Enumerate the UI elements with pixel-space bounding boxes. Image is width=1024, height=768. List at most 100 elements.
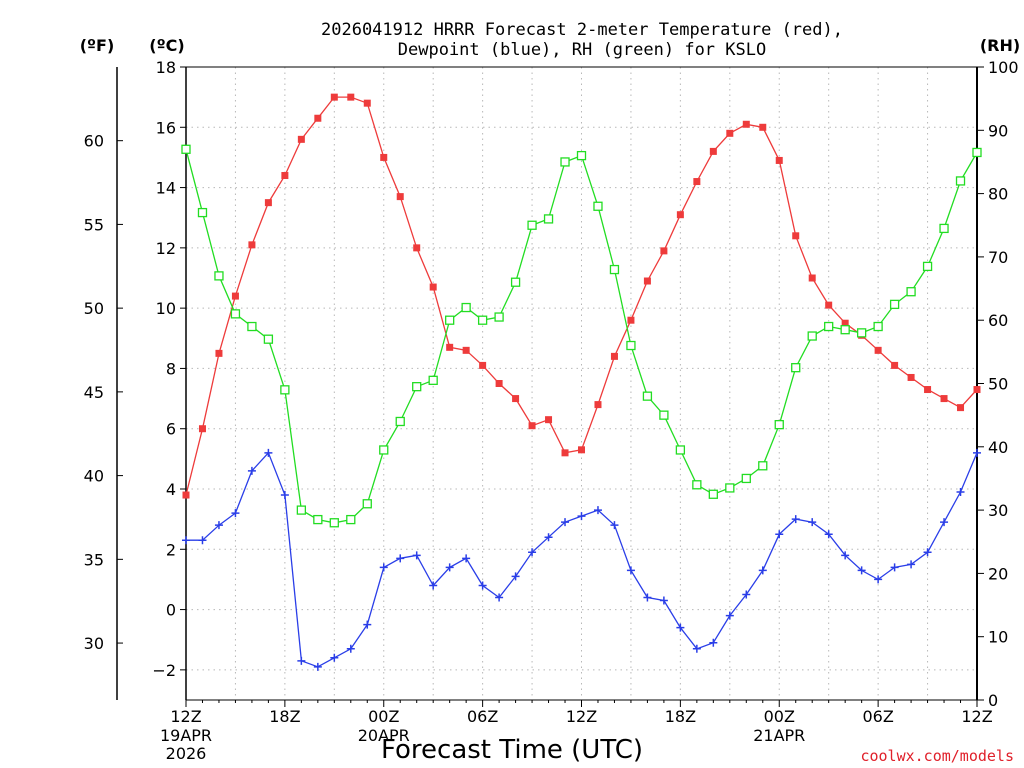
rh-point xyxy=(395,416,405,427)
dewpoint-point xyxy=(758,566,767,575)
rh-point xyxy=(477,315,488,325)
temperature-point xyxy=(264,199,272,207)
rh-point xyxy=(626,340,636,351)
rh-point xyxy=(296,505,307,515)
dewpoint-point xyxy=(214,521,223,530)
dewpoint-point xyxy=(247,466,256,475)
fahrenheit-tick-label: 40 xyxy=(84,467,104,486)
temperature-point xyxy=(825,301,833,309)
rh-point xyxy=(922,261,933,272)
temperature-point xyxy=(742,120,750,128)
celsius-tick-label: 2 xyxy=(166,540,176,559)
celsius-tick-label: 12 xyxy=(156,239,176,258)
x-tick-label: 00Z xyxy=(368,707,399,726)
dewpoint-point xyxy=(313,662,322,671)
rh-point xyxy=(197,207,208,218)
x-tick-label: 18Z xyxy=(665,707,696,726)
celsius-tick-label: 8 xyxy=(166,359,176,378)
dewpoint-point xyxy=(544,533,553,542)
temperature-point xyxy=(495,380,503,387)
x-tick-date-label: 21APR xyxy=(753,726,805,745)
temperature-point xyxy=(231,292,239,300)
fahrenheit-tick-label: 55 xyxy=(84,215,104,234)
temperature-point xyxy=(709,147,717,155)
dewpoint-point xyxy=(280,491,289,500)
dewpoint-point xyxy=(412,551,421,560)
temperature-point xyxy=(759,123,767,131)
rh-point xyxy=(560,157,570,167)
rh-point xyxy=(889,299,900,310)
celsius-tick-label: 18 xyxy=(156,58,176,77)
fahrenheit-tick-label: 60 xyxy=(84,132,104,151)
dewpoint-point xyxy=(396,554,405,563)
temperature-point xyxy=(545,416,553,424)
rh-point xyxy=(955,176,966,186)
credit-label: coolwx.com/models xyxy=(860,747,1014,765)
rh-point xyxy=(362,499,372,509)
rh-point xyxy=(412,382,422,392)
rh-point xyxy=(758,461,768,471)
x-tick-label: 12Z xyxy=(961,707,992,726)
x-tick-date-label: 20APR xyxy=(358,726,410,745)
temperature-point xyxy=(446,343,454,351)
x-tick-date-label: 19APR xyxy=(160,726,212,745)
dewpoint-point xyxy=(890,563,899,572)
rh-point xyxy=(725,483,735,493)
dewpoint-point xyxy=(775,530,784,539)
dewpoint-point xyxy=(659,596,668,605)
rh-point xyxy=(741,473,751,484)
rh-point xyxy=(873,321,883,332)
rh-point xyxy=(856,328,867,338)
dewpoint-point xyxy=(379,563,388,572)
dewpoint-point xyxy=(940,518,949,527)
fahrenheit-tick-label: 45 xyxy=(84,383,104,402)
chart-title-line1: 2026041912 HRRR Forecast 2-meter Tempera… xyxy=(321,20,843,40)
rh-point xyxy=(708,489,718,499)
rh-point xyxy=(807,331,817,341)
dewpoint-point xyxy=(626,566,635,575)
dewpoint-point xyxy=(956,488,965,497)
rh-point xyxy=(906,287,916,297)
temperature-point xyxy=(363,99,371,107)
x-tick-label: 06Z xyxy=(862,707,893,726)
temperature-point xyxy=(413,244,421,252)
temperature-point xyxy=(726,129,734,137)
rh-tick-label: 70 xyxy=(988,248,1008,267)
temperature-point xyxy=(610,352,618,360)
celsius-tick-label: 4 xyxy=(166,480,176,499)
dewpoint-point xyxy=(808,518,817,527)
temperature-point xyxy=(891,361,899,369)
celsius-tick-label: 6 xyxy=(166,420,176,439)
dewpoint-point xyxy=(709,638,718,647)
temperature-point xyxy=(380,153,388,161)
rh-point xyxy=(510,277,521,287)
temperature-point xyxy=(429,283,437,291)
temperature-point xyxy=(198,425,206,433)
temperature-point xyxy=(578,446,585,454)
temperature-point xyxy=(841,319,849,327)
dewpoint-point xyxy=(676,623,685,632)
rh-point xyxy=(329,518,339,528)
dewpoint-point xyxy=(264,448,273,457)
dewpoint-point xyxy=(791,515,800,524)
dewpoint-point xyxy=(561,518,570,527)
temperature-point xyxy=(775,156,783,164)
dewpoint-point xyxy=(363,620,372,629)
dewpoint-point xyxy=(429,581,438,590)
dewpoint-point xyxy=(462,554,471,563)
dewpoint-point xyxy=(841,551,850,560)
rh-tick-label: 10 xyxy=(988,628,1008,647)
dewpoint-point xyxy=(857,566,866,575)
rh-tick-label: 100 xyxy=(988,58,1019,77)
rh-point xyxy=(576,150,587,161)
rh-point xyxy=(494,312,504,322)
fahrenheit-tick-label: 35 xyxy=(84,550,104,569)
x-tick-label: 12Z xyxy=(170,707,201,726)
rh-point xyxy=(774,419,784,430)
temperature-point xyxy=(693,178,701,186)
rh-point xyxy=(642,391,653,401)
chart-title-line2: Dewpoint (blue), RH (green) for KSLO xyxy=(398,40,766,60)
rh-point xyxy=(791,363,801,373)
temperature-point xyxy=(297,135,305,143)
